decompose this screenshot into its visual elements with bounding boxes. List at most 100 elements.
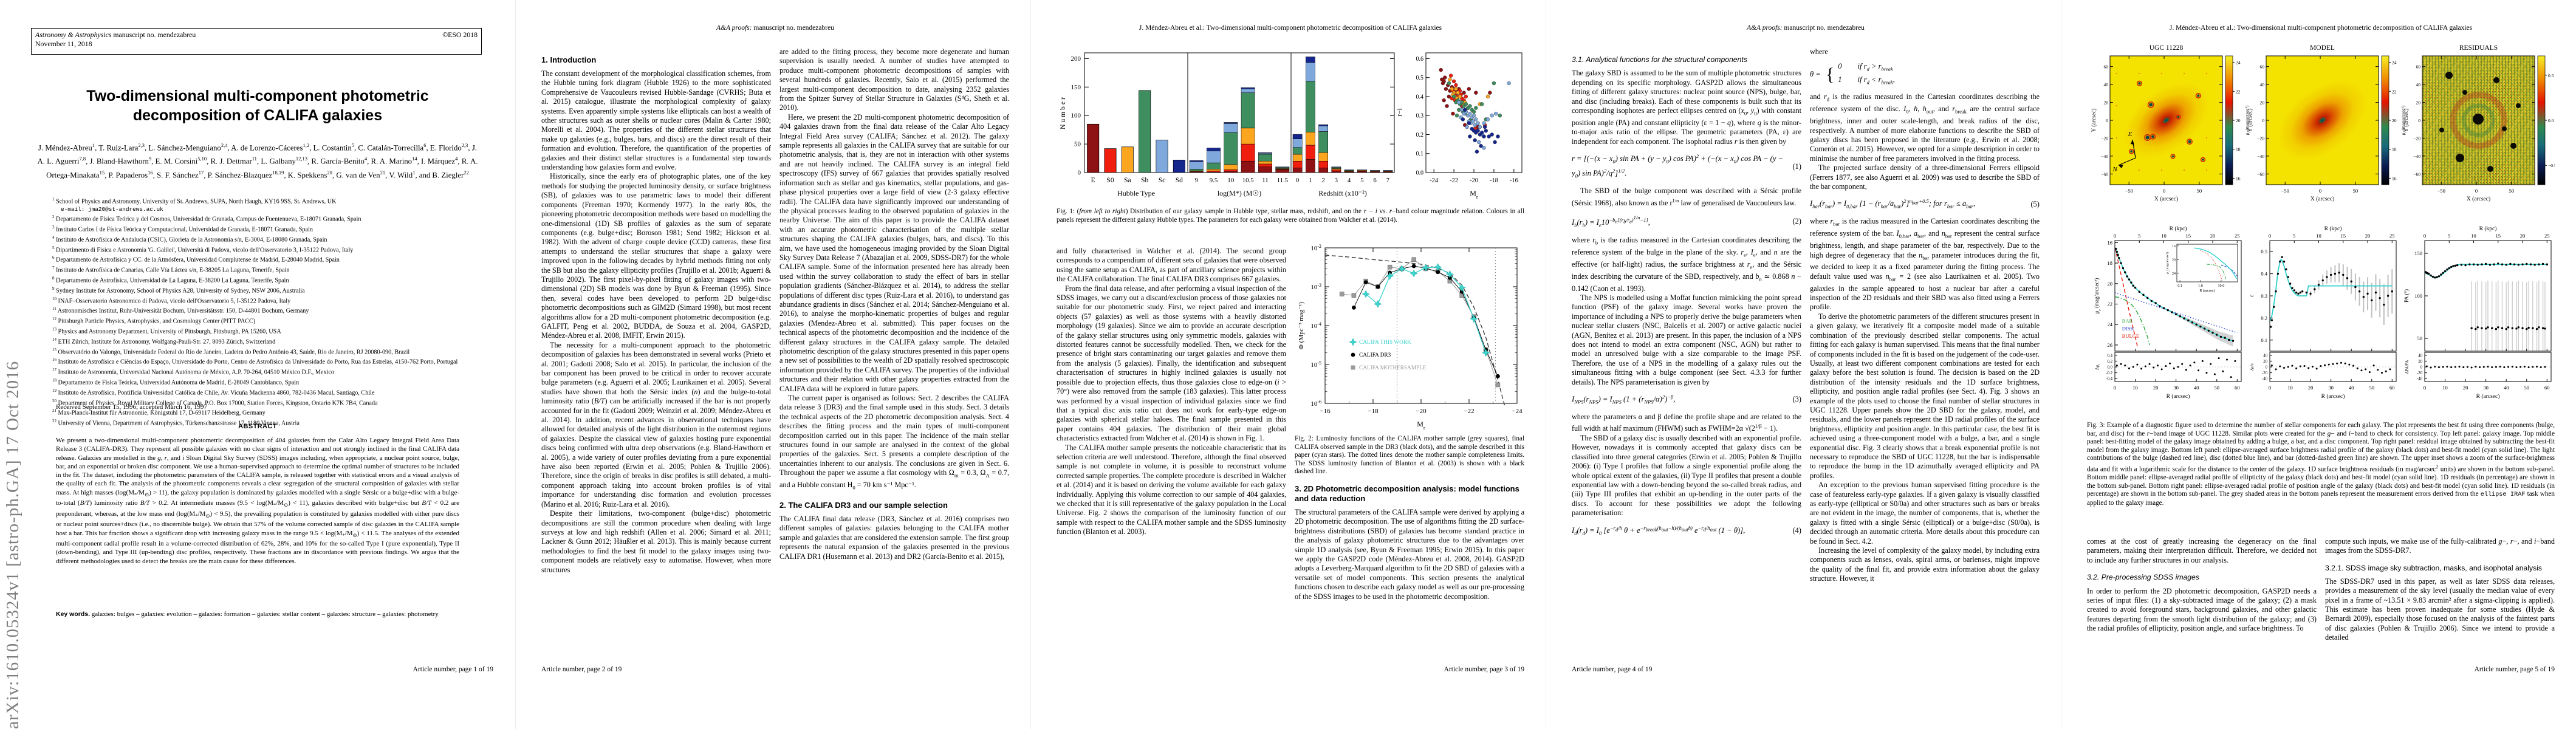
svg-text:ΔPA/PA: ΔPA/PA	[2405, 360, 2410, 374]
figure-3-radial-profiles: 0 5 10 15 20 25 R (kpc) 0 10 20 30 40 50 60 R (arcsec)…	[2087, 225, 2555, 414]
affiliation-item: 12 Pittsburgh Particle Physics, Astrophy…	[52, 317, 256, 325]
paragraph: To derive the photometric parameters of …	[1810, 312, 2040, 480]
svg-text:0: 0	[2106, 118, 2108, 123]
svg-text:0.5: 0.5	[1416, 75, 1424, 81]
running-head-italic: A&A proofs:	[1747, 24, 1783, 32]
svg-text:-18: -18	[1490, 177, 1498, 184]
figure-2-caption: Fig. 2: Luminosity functions of the CALI…	[1295, 435, 1524, 476]
page-footer: Article number, page 3 of 19	[1444, 666, 1524, 673]
svg-text:5: 5	[2448, 233, 2450, 239]
keywords: Key words. galaxies: bulges – galaxies: …	[56, 610, 459, 618]
page-footer: Article number, page 2 of 19	[541, 666, 622, 673]
page-footer: Article number, page 1 of 19	[413, 666, 493, 673]
svg-text:0: 0	[2424, 385, 2426, 391]
svg-text:r−i: r−i	[1396, 108, 1403, 117]
svg-text:RESIDUALS: RESIDUALS	[2459, 44, 2498, 52]
page-3: J. Méndez-Abreu et al.: Two-dimensional …	[1030, 0, 1546, 729]
svg-text:50: 50	[2524, 385, 2529, 391]
svg-text:R (kpc): R (kpc)	[2324, 225, 2342, 232]
svg-text:10.0: 10.0	[2218, 284, 2224, 288]
svg-text:−20: −20	[2101, 135, 2108, 141]
fig2-svg: 10-2 10-3 10-4 10-5 10-6−16 −18 −20 −22 −24 CALIF…	[1298, 244, 1523, 431]
svg-text:−50: −50	[2437, 188, 2445, 194]
column-right: where θ = { 0 if rd > rbreak 1 if rd < rbr…	[1810, 47, 2040, 661]
svg-text:16: 16	[2236, 176, 2241, 181]
svg-text:MODEL: MODEL	[2310, 44, 2335, 52]
svg-text:60: 60	[2104, 64, 2109, 70]
svg-text:μr (mag/arcsec²): μr (mag/arcsec²)	[2165, 252, 2171, 274]
svg-text:40: 40	[2263, 354, 2267, 358]
svg-text:10-3: 10-3	[1310, 282, 1321, 292]
svg-text:0: 0	[2475, 188, 2478, 194]
column-left: 1. Introduction The constant development…	[541, 47, 771, 660]
page-5: J. Méndez-Abreu et al.: Two-dimensional …	[2061, 0, 2576, 729]
equation-body: Id(rd) = I0 [e−rd/h θ + e−rbreak(hout−h)…	[1572, 524, 1745, 536]
affiliation-item: 8 Departamento de Astrofísica, Universid…	[52, 275, 289, 284]
svg-text:10-6: 10-6	[1310, 399, 1321, 408]
figure-1-caption: Fig. 1: (from left to right) Distributio…	[1057, 208, 1524, 224]
svg-text:Sd: Sd	[1176, 177, 1183, 184]
svg-text:16: 16	[2392, 176, 2397, 181]
figure-1-sample-distributions: 0 50 100 150 200 Number E S0 Sa Sb Sc Sd Hubble Type…	[1057, 44, 1524, 204]
section-heading: 3. 2D Photometric decomposition analysis…	[1295, 484, 1519, 503]
svg-text:0.0: 0.0	[1416, 170, 1424, 177]
paragraph: The CALIFA mother sample presents the no…	[1057, 443, 1286, 536]
svg-text:−20: −20	[2413, 135, 2420, 141]
svg-text:5: 5	[2293, 233, 2295, 239]
svg-text:-24: -24	[1430, 177, 1439, 184]
svg-text:R (kpc): R (kpc)	[2479, 225, 2497, 232]
svg-text:μr (mag/arcsec²): μr (mag/arcsec²)	[2244, 105, 2252, 135]
svg-text:5: 5	[1360, 177, 1363, 184]
svg-text:0.2: 0.2	[2108, 360, 2113, 364]
svg-text:150: 150	[1071, 84, 1081, 91]
svg-text:X (arcsec): X (arcsec)	[2467, 196, 2490, 202]
affiliation-item: 9 Sydney Institute for Astronomy, School…	[52, 286, 305, 295]
paragraph: compute such inputs, we make use of the …	[2325, 537, 2555, 555]
affiliation-item: 22 University of Vienna, Department of A…	[52, 419, 300, 427]
affiliation-item: 18 Departamento de Física Teórica, Unive…	[52, 377, 300, 386]
equation-number: (1)	[1792, 162, 1801, 171]
paragraph: The NPS is modelled using a Moffat funct…	[1572, 293, 1801, 386]
svg-text:Φ (Mpc⁻³ mag⁻¹): Φ (Mpc⁻³ mag⁻¹)	[1298, 302, 1305, 350]
column-right: are added to the fitting process, they b…	[779, 47, 1009, 660]
svg-text:2: 2	[1321, 177, 1324, 184]
svg-text:11: 11	[1262, 177, 1268, 184]
paragraph: The necessity for a multi-component appr…	[541, 340, 771, 508]
column-right: 10-2 10-3 10-4 10-5 10-6 −16 −18 −20 −22 −24 CALIF…	[1295, 242, 1524, 661]
svg-text:10: 10	[2316, 233, 2321, 239]
paragraph: An exception to the previous human super…	[1810, 481, 2040, 546]
running-head: A&A proofs: manuscript no. mendezabreu	[541, 24, 1009, 32]
svg-text:R (arcsec): R (arcsec)	[2199, 289, 2215, 293]
svg-text:25: 25	[2235, 233, 2240, 239]
svg-text:CALIFA DR3: CALIFA DR3	[1359, 352, 1391, 358]
svg-text:μr (mag/arcsec²): μr (mag/arcsec²)	[2094, 278, 2102, 313]
svg-text:10: 10	[2471, 233, 2476, 239]
svg-text:40: 40	[2416, 82, 2421, 87]
affiliation-item: 1 School of Physics and Astronomy, Unive…	[52, 197, 337, 205]
section-heading: 2. The CALIFA DR3 and our sample selecti…	[779, 500, 948, 510]
svg-text:Sb: Sb	[1141, 177, 1148, 184]
svg-text:18: 18	[2392, 147, 2397, 152]
svg-text:200: 200	[1071, 55, 1081, 63]
svg-text:11.5: 11.5	[1277, 177, 1289, 184]
equation-4: Id(rd) = I0 [e−rd/h θ + e−rbreak(hout−h)…	[1572, 524, 1801, 538]
svg-text:−40: −40	[2413, 154, 2420, 159]
section-heading: 1. Introduction	[541, 55, 597, 64]
svg-text:Sa: Sa	[1124, 177, 1131, 184]
svg-text:20: 20	[2416, 100, 2421, 106]
svg-text:10: 10	[2132, 385, 2138, 391]
svg-text:0: 0	[2418, 118, 2420, 123]
svg-text:9.5: 9.5	[1210, 177, 1218, 184]
paragraph: The SBD of the bulge component was descr…	[1572, 187, 1801, 207]
svg-text:0.4: 0.4	[1416, 94, 1424, 100]
svg-text:10-4: 10-4	[1310, 321, 1321, 330]
running-head-rest: manuscript no. mendezabreu	[753, 24, 834, 32]
manuscript-no: Astronomy & Astrophysics manuscript no. …	[35, 30, 196, 39]
affiliation-item: 14 ETH Zürich, Institute for Astronomy, …	[52, 337, 276, 346]
affiliation-item: 2 Departamento de Física Teórica y del C…	[52, 214, 361, 223]
manuscript-header-box: Astronomy & Astrophysics manuscript no. …	[31, 28, 482, 55]
page-2: A&A proofs: manuscript no. mendezabreu 1…	[515, 0, 1031, 729]
affiliation-item: 16 Instituto de Astrofísica e Ciências d…	[52, 357, 458, 366]
manuscript-date: November 11, 2018	[35, 39, 92, 48]
svg-text:0: 0	[2269, 233, 2271, 239]
